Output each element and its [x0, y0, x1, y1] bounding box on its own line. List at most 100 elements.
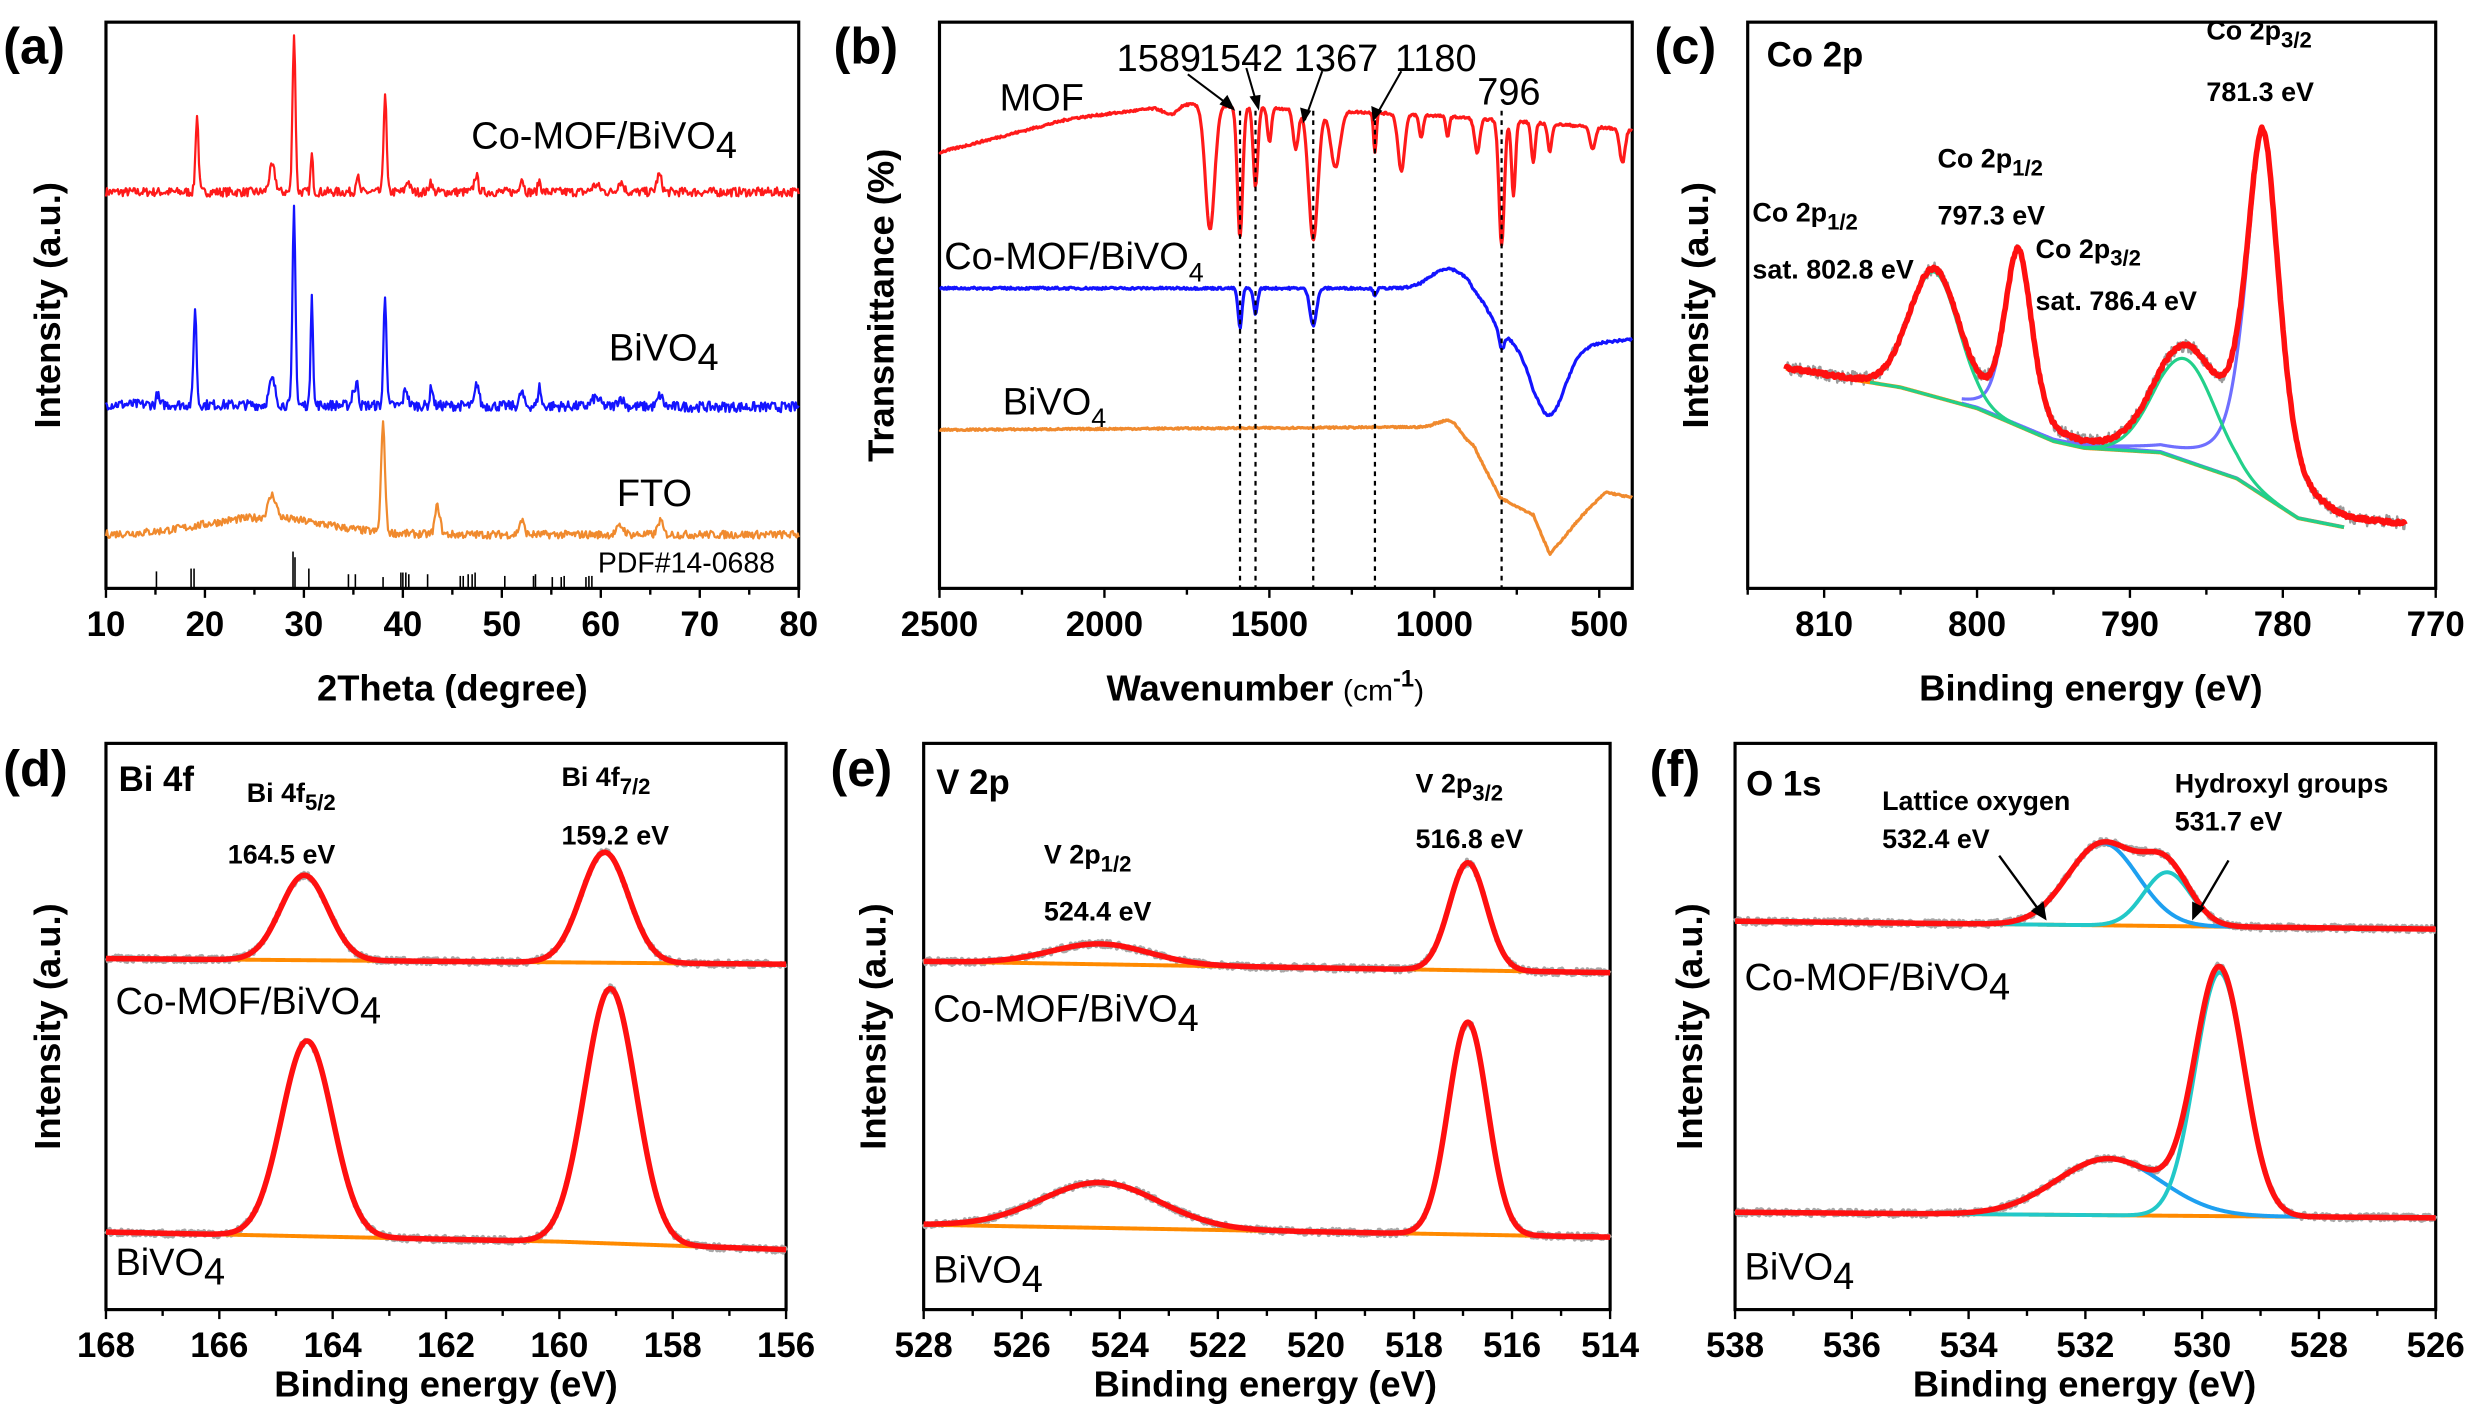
- peak-value: 781.3 eV: [2206, 77, 2314, 107]
- y-axis-label: Intensity (a.u.): [27, 903, 68, 1149]
- panel-label: (b): [834, 17, 899, 74]
- x-tick-label: 518: [1385, 1327, 1443, 1365]
- x-tick-label: 532: [2056, 1327, 2114, 1365]
- peak-value: 159.2 eV: [561, 821, 669, 851]
- peak-value: 531.7 eV: [2175, 806, 2283, 836]
- marker-label: 1542: [1199, 38, 1283, 80]
- plot-frame: [104, 741, 788, 1312]
- x-tick-label: 780: [2254, 606, 2312, 644]
- ftir-series-line: [938, 101, 1634, 247]
- fit-envelope-line: [104, 985, 788, 1253]
- x-tick-label: 770: [2407, 606, 2465, 644]
- xrd-series-line: [104, 34, 800, 198]
- peak-label: Co 2p3/2: [2036, 234, 2141, 271]
- marker-label: 1589: [1117, 38, 1201, 80]
- series-label: BiVO4: [1003, 381, 1107, 433]
- ftir-series-line: [938, 418, 1634, 556]
- plot-frame: [1733, 741, 2438, 1312]
- plot-frame: [937, 20, 1634, 590]
- marker-label: 1180: [1395, 38, 1477, 80]
- x-tick-label: 2000: [1066, 606, 1143, 644]
- x-axis-label: Binding energy (eV): [1094, 1364, 1437, 1405]
- peak-label: Co 2p3/2: [2206, 16, 2311, 53]
- arrow-head: [1300, 107, 1312, 124]
- peak-label: Lattice oxygen: [1882, 786, 2070, 816]
- fit-envelope-line: [1783, 124, 2408, 527]
- panel-label: (e): [830, 740, 892, 797]
- peak-value: 532.4 eV: [1882, 824, 1990, 854]
- raw-data-line: [104, 983, 788, 1255]
- peak-label: Bi 4f5/2: [247, 778, 336, 815]
- panel-b: (b) Transmittance (%) Wavenumber (cm-1) M…: [834, 17, 1541, 708]
- x-tick-label: 70: [680, 606, 719, 644]
- arrow-head: [1371, 105, 1383, 122]
- series-label: Co-MOF/BiVO4: [471, 116, 737, 167]
- x-tick-label: 40: [384, 606, 423, 644]
- x-tick-label: 160: [530, 1327, 588, 1365]
- y-axis-label: Transmittance (%): [861, 149, 902, 462]
- x-axis-label: Binding energy (eV): [274, 1364, 617, 1405]
- x-tick-label: 1500: [1231, 606, 1308, 644]
- component-peak-line: [1869, 356, 2345, 529]
- x-tick-label: 522: [1189, 1327, 1247, 1365]
- arrow: [2195, 859, 2230, 915]
- peak-label: V 2p3/2: [1416, 768, 1504, 805]
- fit-envelope-line: [921, 1019, 1612, 1240]
- x-tick-label: 536: [1823, 1327, 1881, 1365]
- panel-title: Co 2p: [1767, 36, 1864, 74]
- x-tick-label: 514: [1581, 1327, 1640, 1365]
- peak-label: Hydroxyl groups: [2175, 768, 2389, 798]
- background-line: [1784, 366, 2346, 530]
- peak-label: V 2p1/2: [1044, 840, 1132, 877]
- arrow-head: [1249, 94, 1261, 111]
- x-tick-label: 810: [1795, 606, 1853, 644]
- y-axis-label: Intensity (a.u.): [1675, 182, 1716, 428]
- fit-envelope-line: [1733, 839, 2438, 932]
- x-tick-label: 156: [757, 1327, 815, 1365]
- x-tick-label: 534: [1940, 1327, 1999, 1365]
- x-tick-label: 50: [482, 606, 521, 644]
- x-tick-label: 162: [417, 1327, 475, 1365]
- peak-label: Co 2p1/2: [1938, 144, 2043, 181]
- x-tick-label: 2500: [901, 606, 978, 644]
- x-tick-label: 168: [77, 1327, 135, 1365]
- panel-label: (a): [3, 17, 65, 74]
- series-label: BiVO4: [609, 328, 719, 379]
- plot-frame: [1746, 20, 2438, 590]
- arrow-heads: [1219, 94, 1383, 124]
- x-tick-label: 158: [644, 1327, 702, 1365]
- panel-label: (c): [1654, 17, 1716, 74]
- plot-frame: [104, 20, 801, 590]
- arrow-heads: [2030, 901, 2205, 921]
- x-axis-label: Wavenumber (cm-1): [1106, 666, 1424, 708]
- peak-value: 516.8 eV: [1416, 824, 1524, 854]
- x-tick-label: 538: [1706, 1327, 1764, 1365]
- panel-label: (d): [3, 740, 68, 797]
- x-axis-label: Binding energy (eV): [1913, 1364, 2256, 1405]
- fit-envelope-line: [104, 849, 788, 967]
- x-tick-label: 528: [895, 1327, 953, 1365]
- arrow-head: [1219, 94, 1236, 111]
- panel-d: (d) Intensity (a.u.) Binding energy (eV)…: [3, 740, 669, 1405]
- x-tick-label: 790: [2101, 606, 2159, 644]
- raw-data-line: [1785, 124, 2407, 531]
- arrow: [1998, 854, 2043, 915]
- fit-envelope-line: [1733, 963, 2438, 1221]
- x-tick-label: 166: [190, 1327, 248, 1365]
- x-tick-label: 20: [186, 606, 225, 644]
- series-label: BiVO4: [933, 1250, 1043, 1301]
- series-label: Co-MOF/BiVO4: [933, 989, 1199, 1040]
- x-tick-label: 524: [1091, 1327, 1150, 1365]
- x-tick-label: 526: [993, 1327, 1051, 1365]
- series-label: MOF: [1000, 78, 1084, 120]
- series-label: Co-MOF/BiVO4: [944, 236, 1204, 288]
- series-label: Co-MOF/BiVO4: [1745, 957, 2011, 1008]
- arrow-head: [2192, 901, 2205, 921]
- peak-label: Bi 4f7/2: [561, 762, 650, 799]
- x-tick-label: 530: [2173, 1327, 2231, 1365]
- peak-value: sat. 786.4 eV: [2036, 286, 2197, 316]
- arrow-head: [2030, 901, 2047, 921]
- ftir-series-line: [938, 266, 1634, 418]
- panel-c: (c) Intensity (a.u.) Binding energy (eV)…: [1654, 16, 2314, 709]
- x-tick-label: 1000: [1396, 606, 1473, 644]
